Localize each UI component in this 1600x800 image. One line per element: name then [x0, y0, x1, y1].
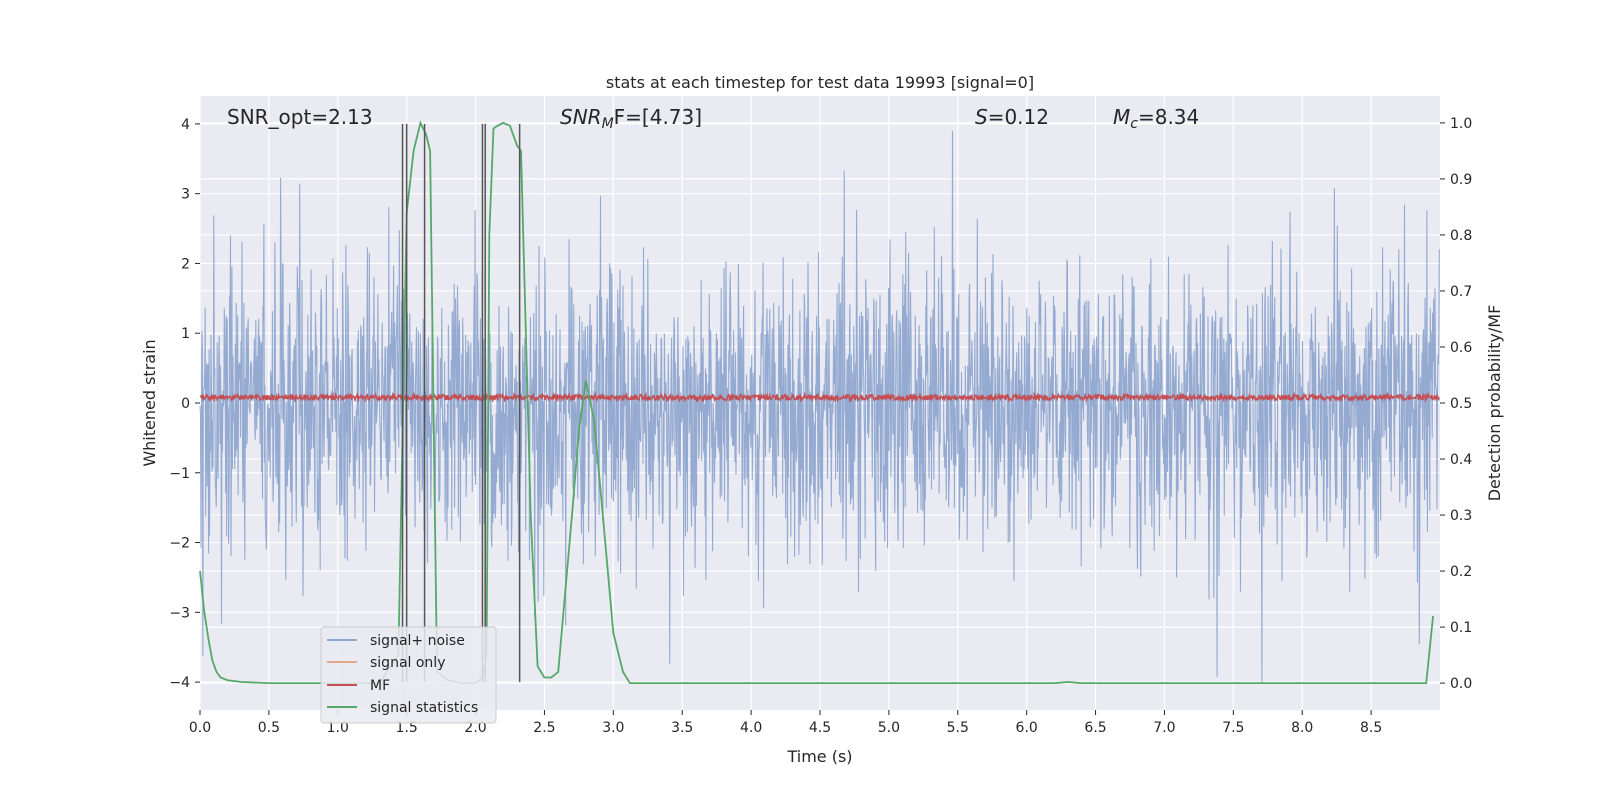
x-axis-label: Time (s): [786, 747, 852, 766]
x-tick-label: 0.0: [189, 720, 211, 736]
y-axis-label-left: Whitened strain: [140, 339, 159, 466]
y-tick-label-left: 0: [181, 396, 190, 412]
y-tick-label-left: 3: [181, 187, 190, 203]
y-tick-label-left: −4: [169, 675, 190, 691]
x-tick-label: 1.0: [327, 720, 349, 736]
y-tick-label-right: 0.5: [1450, 396, 1472, 412]
x-tick-label: 2.5: [533, 720, 555, 736]
x-tick-label: 8.5: [1360, 720, 1382, 736]
x-tick-label: 5.5: [947, 720, 969, 736]
x-tick-label: 8.0: [1291, 720, 1313, 736]
chart-title: stats at each timestep for test data 199…: [606, 73, 1034, 92]
signal-statistics-series: [199, 120, 1434, 684]
x-tick-label: 0.5: [258, 720, 280, 736]
x-tick-label: 3.5: [671, 720, 693, 736]
y-tick-label-right: 0.3: [1450, 508, 1472, 524]
y-tick-label-left: −2: [169, 536, 190, 552]
annotation-s: S=0.12: [975, 105, 1049, 129]
x-tick-label: 7.5: [1222, 720, 1244, 736]
legend-box: [320, 626, 497, 724]
x-tick-label: 3.0: [602, 720, 624, 736]
annotation-snr-opt: SNR_opt=2.13: [227, 105, 373, 129]
y-tick-label-right: 0.1: [1450, 620, 1472, 636]
legend-label-signal-only: signal only: [370, 655, 445, 671]
y-tick-label-right: 0.2: [1450, 564, 1472, 580]
y-tick-label-left: −3: [169, 605, 190, 621]
y-axis-label-right: Detection probability/MF: [1485, 305, 1504, 502]
legend-label-signal-statistics: signal statistics: [370, 700, 478, 716]
y-tick-label-left: 4: [181, 117, 190, 133]
y-tick-label-right: 0.9: [1450, 172, 1472, 188]
legend: signal+ noise signal only MF signal stat…: [320, 626, 497, 724]
x-tick-label: 4.5: [809, 720, 831, 736]
y-tick-label-right: 0.6: [1450, 340, 1472, 356]
y-tick-label-left: −1: [169, 466, 190, 482]
x-tick-label: 2.0: [464, 720, 486, 736]
x-tick-label: 5.0: [878, 720, 900, 736]
vertical-markers: [401, 123, 521, 683]
annotation-mc: Mc=8.34: [1113, 105, 1199, 132]
y-tick-label-left: 2: [181, 256, 190, 272]
y-tick-label-right: 0.7: [1450, 284, 1472, 300]
legend-label-signal-noise: signal+ noise: [370, 633, 465, 649]
y-tick-label-left: 1: [181, 326, 190, 342]
axis-ticks: 0.0 0.5 1.0 1.5 2.0 2.5 3.0 3.5 4.0 4.5 5.0 5.5 6.0 6…: [169, 116, 1472, 736]
legend-label-mf: MF: [370, 678, 390, 694]
signal-statistics-line: [199, 120, 1434, 684]
y-tick-label-right: 0.8: [1450, 228, 1472, 244]
y-tick-label-right: 0.0: [1450, 676, 1472, 692]
x-tick-label: 1.5: [396, 720, 418, 736]
x-tick-label: 6.0: [1016, 720, 1038, 736]
x-tick-label: 4.0: [740, 720, 762, 736]
x-tick-label: 7.0: [1153, 720, 1175, 736]
y-tick-label-right: 0.4: [1450, 452, 1472, 468]
x-tick-label: 6.5: [1084, 720, 1106, 736]
y-tick-label-right: 1.0: [1450, 116, 1472, 132]
annotation-snr-mf: SNRMF=[4.73]: [560, 105, 702, 132]
